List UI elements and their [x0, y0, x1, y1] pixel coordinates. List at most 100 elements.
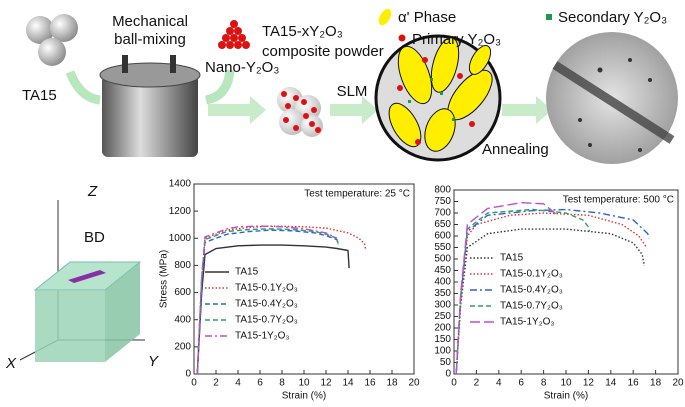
series-line: [196, 225, 338, 375]
y-tick-label: 600: [434, 231, 451, 242]
axis-label: Z: [87, 183, 98, 200]
label: TA15: [22, 87, 57, 104]
y-tick-label: 400: [434, 277, 451, 288]
x-tick-label: 20: [408, 378, 420, 389]
y-tick-label: 350: [434, 288, 451, 299]
legend-label: TA15-0.7Y₂O₃: [235, 315, 298, 326]
arrow: [502, 96, 552, 124]
y-tick-label: 200: [434, 323, 451, 334]
nano-pile: [218, 20, 250, 49]
x-tick-label: 6: [257, 378, 263, 389]
legend-icon: [398, 34, 406, 42]
plot-frame: [453, 189, 679, 375]
plot-frame: [193, 183, 415, 375]
specimen: [68, 270, 106, 283]
y-tick-label: 100: [434, 346, 451, 357]
legend-label: TA15-0.7Y₂O₃: [500, 301, 563, 312]
cube-side: [105, 262, 140, 362]
x-tick-label: 8: [541, 378, 547, 389]
x-tick-label: 10: [560, 378, 572, 389]
x-tick-label: 8: [279, 378, 285, 389]
powder: [277, 87, 323, 137]
label: Secondary Y₂O₃: [558, 9, 667, 26]
x-tick-label: 16: [628, 378, 640, 389]
x-tick-label: 12: [583, 378, 595, 389]
series-line: [196, 225, 367, 375]
y-tick-label: 750: [434, 196, 451, 207]
y-tick-label: 700: [434, 208, 451, 219]
label: composite powder: [262, 43, 384, 60]
x-tick-label: 14: [342, 378, 354, 389]
y-tick-label: 50: [440, 357, 452, 368]
arrow: [330, 96, 378, 124]
series-line: [455, 228, 646, 375]
x-tick-label: 14: [605, 378, 617, 389]
y-tick-label: 600: [174, 287, 191, 298]
label: Nano-Y₂O₃: [205, 59, 279, 76]
x-tick-label: 18: [650, 378, 662, 389]
x-tick-label: 2: [213, 378, 219, 389]
y-tick-label: 250: [434, 311, 451, 322]
series-line: [455, 201, 558, 375]
sphere: [38, 38, 66, 66]
axis-label: BD: [84, 229, 105, 246]
y-tick-label: 300: [434, 300, 451, 311]
x-tick-label: 4: [496, 378, 502, 389]
y-tick-label: 200: [174, 341, 191, 352]
series-line: [196, 229, 339, 375]
x-tick-label: 20: [672, 378, 684, 389]
x-tick-label: 0: [451, 378, 457, 389]
x-axis-label: Strain (%): [544, 391, 588, 402]
axis-label: Y: [148, 353, 159, 370]
annotation: Test temperature: 25 °C: [304, 189, 410, 200]
arrow: [208, 96, 266, 124]
cube-front: [35, 290, 105, 362]
sphere: [26, 16, 54, 44]
y-tick-label: 0: [185, 369, 191, 380]
legend-label: TA15-0.1Y₂O₃: [235, 283, 298, 294]
y-tick-label: 800: [174, 260, 191, 271]
legend-label: TA15: [500, 253, 524, 264]
y-tick-label: 1200: [169, 206, 192, 217]
grains: [388, 37, 493, 152]
label: SLM: [337, 83, 368, 100]
bolt: [170, 55, 176, 73]
y-tick-label: 400: [174, 314, 191, 325]
x-axis-label: Strain (%): [282, 391, 326, 402]
legend-label: TA15-0.4Y₂O₃: [500, 285, 563, 296]
y-tick-label: 150: [434, 334, 451, 345]
label: TA15-xY₂O₃: [262, 23, 343, 40]
legend-icon: [546, 14, 552, 20]
x-tick-label: 6: [518, 378, 524, 389]
series-line: [196, 244, 350, 375]
schematic: TA15 Mechanical ball-mixing Nano-Y₂O₃ TA…: [22, 8, 678, 164]
x-tick-label: 4: [235, 378, 241, 389]
cube: Z BD X Y: [5, 183, 159, 372]
label: Primary Y₂O₃: [412, 31, 501, 48]
legend-label: TA15-0.4Y₂O₃: [235, 299, 298, 310]
sphere: [50, 14, 78, 42]
series-line: [455, 208, 650, 375]
annotation: Test temperature: 500 °C: [563, 195, 674, 206]
y-tick-label: 500: [434, 254, 451, 265]
x-tick-label: 10: [298, 378, 310, 389]
label: ball-mixing: [114, 31, 186, 48]
x-tick-label: 0: [191, 378, 197, 389]
y-tick-label: 450: [434, 265, 451, 276]
arrow: [204, 69, 235, 105]
legend-label: TA15-1Y₂O₃: [500, 317, 554, 328]
arrow: [65, 70, 101, 105]
x-tick-label: 2: [474, 378, 480, 389]
y-tick-label: 0: [445, 369, 451, 380]
y-tick-label: 1400: [169, 179, 192, 190]
x-tick-label: 18: [386, 378, 398, 389]
x-tick-label: 16: [364, 378, 376, 389]
bolt: [122, 55, 128, 73]
legend-icon: [378, 8, 392, 26]
x-tick-label: 12: [320, 378, 332, 389]
label: Annealing: [482, 141, 549, 158]
mill-lid: [99, 62, 201, 88]
legend-label: TA15-0.1Y₂O₃: [500, 269, 563, 280]
legend-label: TA15: [235, 267, 259, 278]
label: Mechanical: [112, 13, 188, 30]
